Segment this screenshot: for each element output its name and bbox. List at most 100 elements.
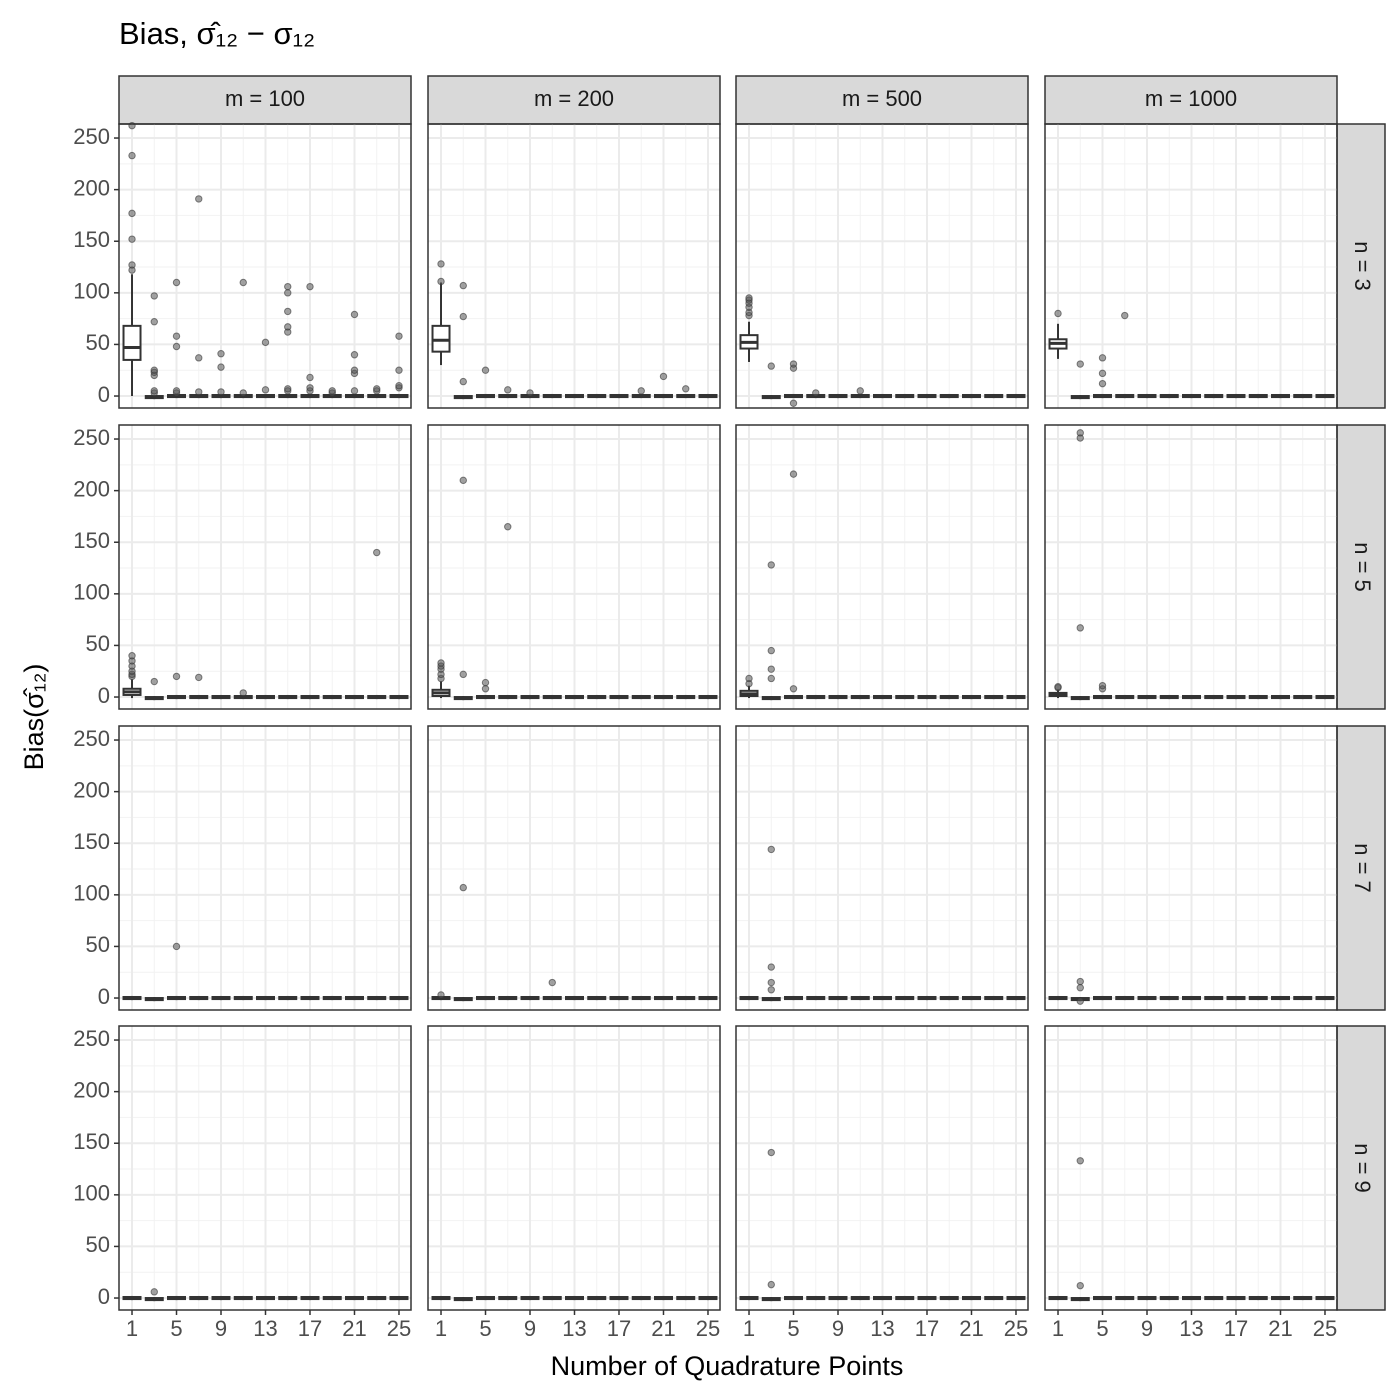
outlier [789,399,798,407]
box [122,324,142,361]
outlier [350,366,359,374]
outlier [767,561,775,569]
outlier [459,476,467,485]
outlier [150,318,158,326]
panel-border [427,123,721,409]
outlier [261,338,270,347]
panel [735,1025,1029,1311]
panel [1044,123,1338,409]
panel-border [1044,123,1338,409]
outlier [1076,360,1084,368]
panel-border [1044,424,1338,710]
y-tick-label: 0 [98,382,110,407]
column-strip [427,75,721,125]
outlier [128,652,136,660]
panel-border [735,424,1029,710]
y-tick-label: 250 [73,425,110,450]
outlier [373,385,381,393]
outlier [767,362,775,370]
x-tick-label: 21 [1268,1316,1292,1341]
x-tick-label: 5 [1096,1316,1108,1341]
panel [735,123,1029,409]
y-tick-label: 0 [98,683,110,708]
panel [427,424,721,710]
x-tick-label: 13 [253,1316,277,1341]
panel [118,725,412,1011]
y-tick-label: 200 [73,777,110,802]
outlier [459,883,467,892]
outlier [745,674,753,683]
x-tick-label: 25 [1313,1316,1337,1341]
x-tick-label: 25 [387,1316,411,1341]
column-strip [118,75,412,125]
outlier [195,388,203,396]
x-axis-label: Number of Quadrature Points [551,1351,904,1381]
outlier [172,942,181,951]
outlier [284,282,292,291]
outlier [150,292,158,300]
column-strip [1044,75,1338,125]
outlier [239,389,247,397]
outlier [767,845,775,854]
outlier [195,354,203,362]
outlier [150,1288,158,1296]
y-tick-label: 0 [98,984,110,1009]
outlier [437,277,445,286]
outlier [659,372,668,381]
x-tick-label: 17 [607,1316,631,1341]
x-tick-label: 25 [1004,1316,1028,1341]
x-tick-label: 9 [524,1316,536,1341]
outlier [150,677,158,686]
column-label: m = 100 [225,86,305,111]
outlier [504,523,512,531]
y-tick-label: 0 [98,1284,110,1309]
outlier [789,685,798,693]
outlier [767,978,775,987]
outlier [284,385,292,393]
y-tick-label: 250 [73,124,110,149]
panel-border [118,123,412,409]
outlier [350,387,359,395]
outlier [1076,984,1084,992]
outlier [284,289,292,297]
outlier [548,978,556,987]
outlier [1054,309,1062,318]
outlier [789,470,798,478]
outlier [767,1148,775,1157]
outlier [481,685,490,693]
outlier [637,387,645,395]
outlier [767,963,775,971]
outlier [172,672,181,681]
outlier [1076,977,1084,986]
panel [118,121,412,409]
y-tick-label: 100 [73,1181,110,1206]
outlier [437,260,445,268]
column-label: m = 200 [534,86,614,111]
outlier [328,387,336,395]
outlier [437,659,445,667]
outlier [395,332,403,340]
panel-border [735,725,1029,1011]
outlier [128,151,136,160]
outlier [1076,1157,1084,1165]
outlier [459,377,467,386]
outlier [261,386,270,394]
chart-title: Bias, σ̂₁₂ − σ₁₂ [119,16,315,51]
column-label: m = 500 [842,86,922,111]
x-tick-label: 1 [1052,1316,1064,1341]
x-tick-label: 13 [1179,1316,1203,1341]
outlier [1098,354,1107,362]
outlier [1076,429,1084,437]
outlier [128,209,136,218]
panel-border [427,424,721,710]
outlier [350,351,359,359]
x-tick-label: 17 [915,1316,939,1341]
outlier [812,389,820,397]
x-tick-label: 13 [870,1316,894,1341]
outlier [789,360,798,368]
x-tick-label: 5 [170,1316,182,1341]
outlier [306,373,314,382]
outlier [682,385,690,393]
panel [735,725,1029,1011]
